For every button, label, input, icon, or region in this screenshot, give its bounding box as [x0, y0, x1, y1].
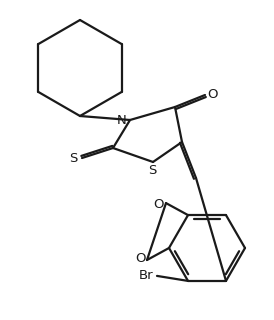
Text: O: O: [154, 197, 164, 211]
Text: O: O: [207, 89, 217, 101]
Text: Br: Br: [138, 269, 153, 283]
Text: O: O: [135, 252, 145, 266]
Text: N: N: [117, 115, 127, 127]
Text: S: S: [148, 164, 156, 178]
Text: S: S: [69, 153, 77, 165]
